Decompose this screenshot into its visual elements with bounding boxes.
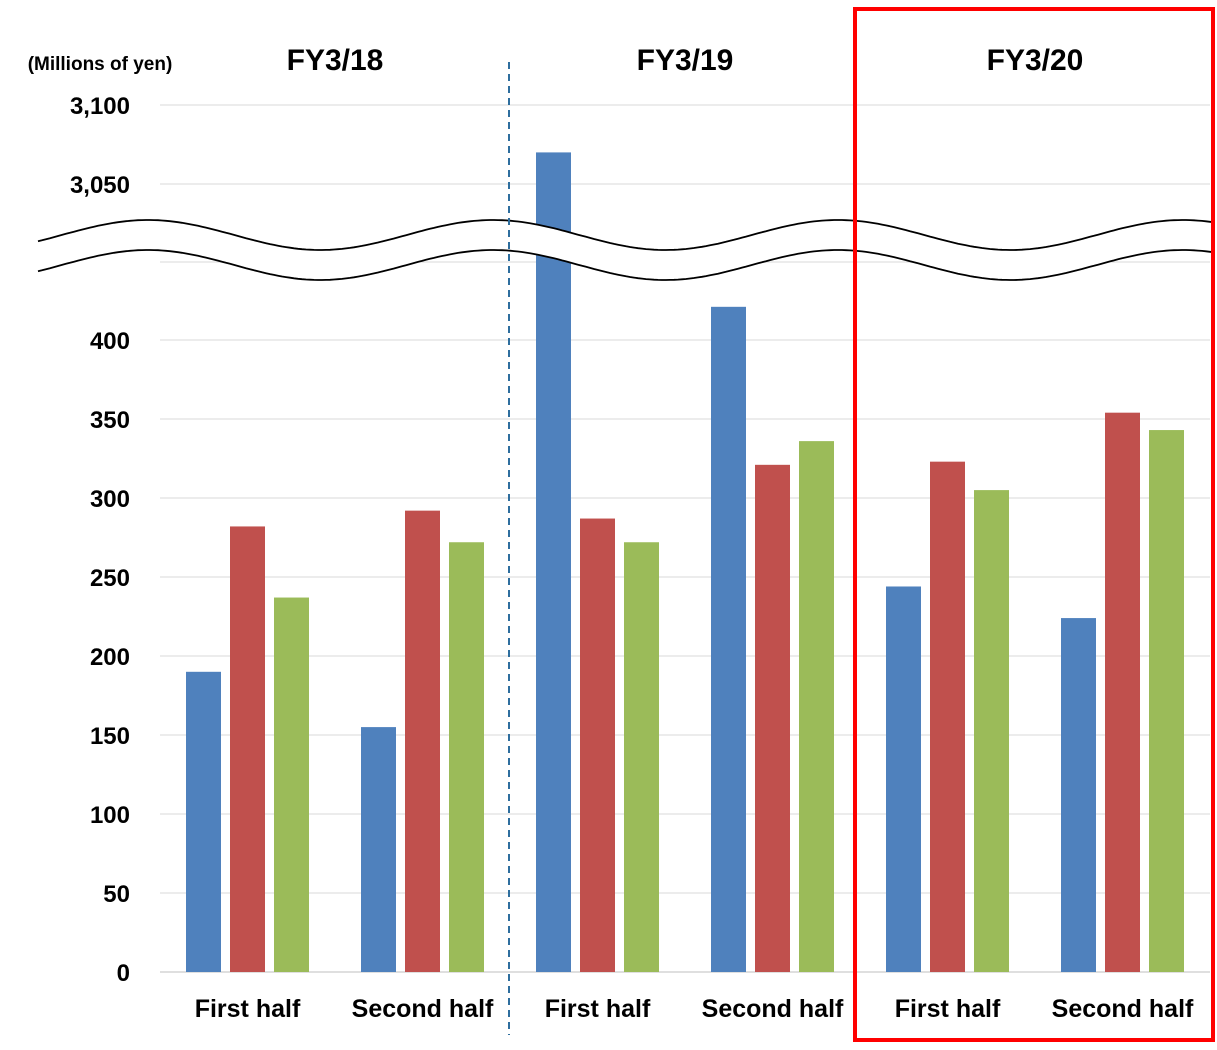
axis-break bbox=[37, 219, 1215, 281]
overlays bbox=[508, 7, 1215, 1042]
bar bbox=[886, 586, 921, 972]
bars bbox=[186, 152, 1184, 972]
y-tick-label: 300 bbox=[90, 486, 130, 513]
group-label: FY3/20 bbox=[987, 44, 1084, 77]
x-tick-label: First half bbox=[545, 995, 651, 1023]
labels: (Millions of yen) 0 50 100 150 200 250 300 350 4… bbox=[28, 44, 1194, 1023]
y-tick-label: 400 bbox=[90, 328, 130, 355]
y-tick-label: 150 bbox=[90, 723, 130, 750]
x-tick-label: Second half bbox=[352, 995, 494, 1023]
gridlines bbox=[160, 104, 1210, 973]
x-tick-label: Second half bbox=[702, 995, 844, 1023]
bar bbox=[624, 542, 659, 972]
y-tick-label: 50 bbox=[103, 881, 130, 908]
y-tick-label: 3,100 bbox=[70, 93, 130, 120]
bar bbox=[930, 461, 965, 972]
break-band bbox=[38, 220, 1214, 280]
y-tick-label: 0 bbox=[117, 960, 130, 987]
bar bbox=[1061, 618, 1096, 972]
break-wave bbox=[37, 219, 1215, 251]
bar bbox=[274, 597, 309, 972]
group-label: FY3/18 bbox=[287, 44, 384, 77]
y-tick-label: 3,050 bbox=[70, 172, 130, 199]
bar bbox=[405, 510, 440, 972]
break-wave bbox=[37, 249, 1215, 281]
unit-label: (Millions of yen) bbox=[28, 54, 173, 75]
group-label: FY3/19 bbox=[637, 44, 734, 77]
bar bbox=[1105, 412, 1140, 972]
x-tick-label: Second half bbox=[1052, 995, 1194, 1023]
bar bbox=[711, 306, 746, 972]
y-tick-label: 200 bbox=[90, 644, 130, 671]
bar bbox=[449, 542, 484, 972]
bar bbox=[1149, 430, 1184, 972]
y-tick-label: 350 bbox=[90, 407, 130, 434]
bar bbox=[755, 464, 790, 972]
bar bbox=[230, 526, 265, 972]
bar bbox=[974, 490, 1009, 972]
bar bbox=[536, 152, 571, 972]
bar bbox=[580, 518, 615, 972]
highlight-box bbox=[853, 7, 1215, 1042]
bar bbox=[361, 727, 396, 972]
x-tick-label: First half bbox=[195, 995, 301, 1023]
y-tick-label: 250 bbox=[90, 565, 130, 592]
bar bbox=[799, 441, 834, 972]
x-tick-label: First half bbox=[895, 995, 1001, 1023]
bar bbox=[186, 671, 221, 972]
y-tick-label: 100 bbox=[90, 802, 130, 829]
